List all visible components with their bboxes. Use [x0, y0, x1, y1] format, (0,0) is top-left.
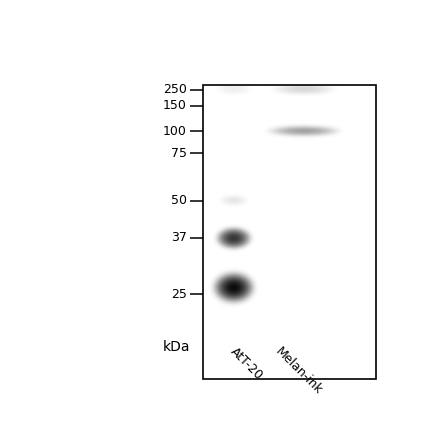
Text: 25: 25	[171, 288, 187, 300]
Text: 37: 37	[171, 232, 187, 244]
Text: AtT-20: AtT-20	[228, 345, 266, 382]
Text: 50: 50	[171, 194, 187, 207]
Text: 150: 150	[163, 99, 187, 112]
Text: 100: 100	[163, 124, 187, 138]
Text: 75: 75	[171, 146, 187, 160]
Bar	[203, 85, 376, 379]
Text: kDa: kDa	[162, 340, 190, 354]
Text: 250: 250	[163, 83, 187, 96]
Text: Melan-ink: Melan-ink	[272, 345, 325, 397]
